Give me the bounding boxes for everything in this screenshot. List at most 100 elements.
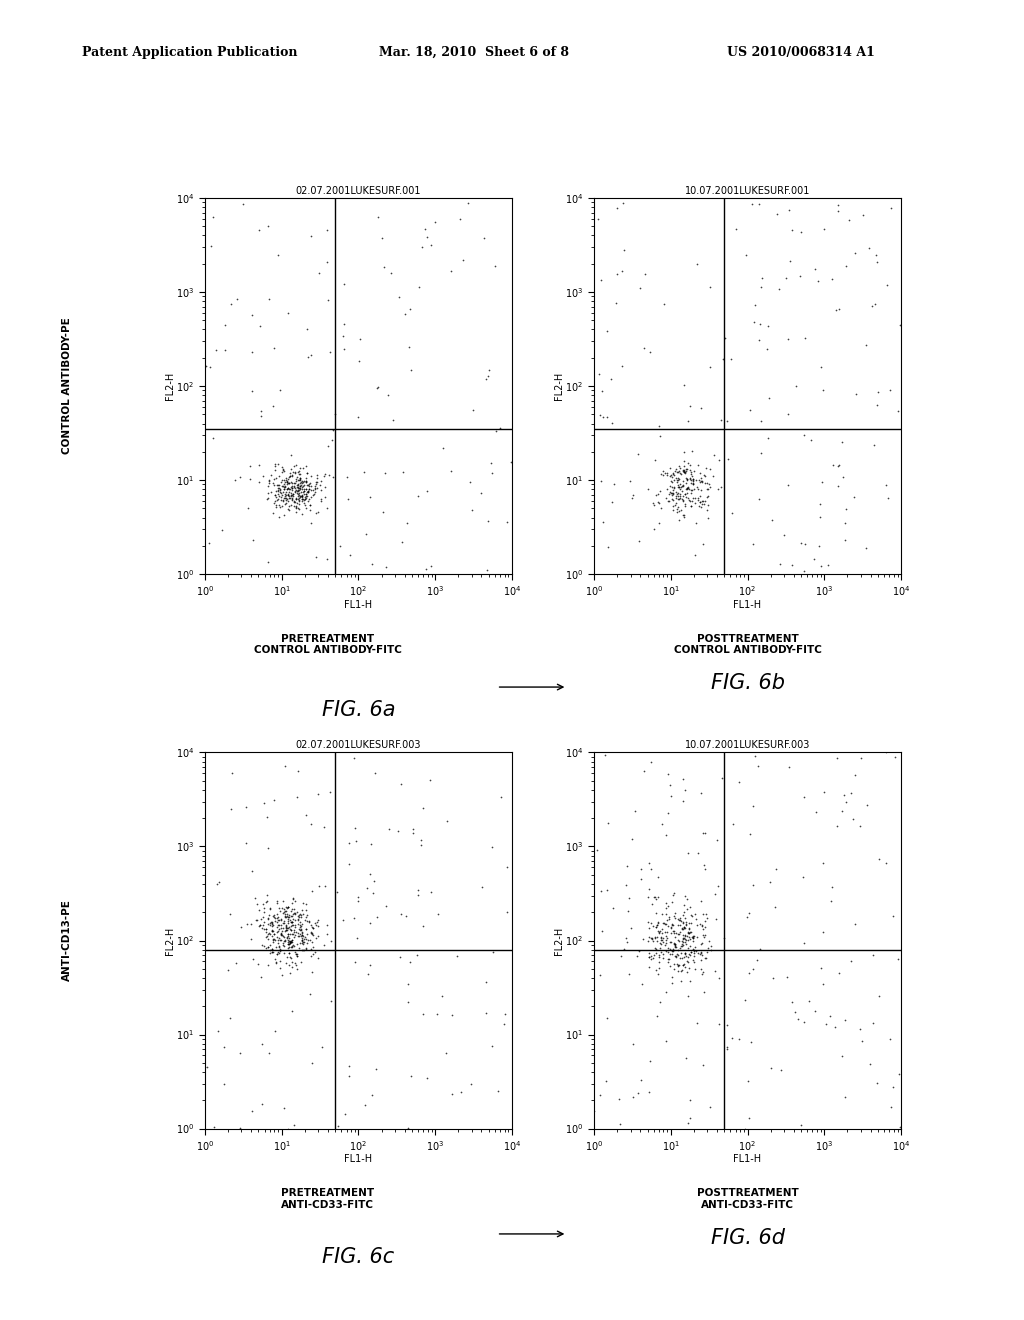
Point	[364, 1084, 380, 1105]
Point	[814, 471, 830, 492]
Point	[410, 944, 426, 965]
Point	[296, 480, 312, 502]
Point	[642, 1051, 658, 1072]
Point	[275, 898, 292, 919]
Point	[680, 929, 696, 950]
Point	[654, 923, 671, 944]
Point	[275, 487, 292, 508]
Point	[287, 953, 303, 974]
Point	[669, 462, 685, 483]
Point	[614, 260, 631, 281]
Point	[594, 921, 610, 942]
Point	[285, 484, 301, 506]
Point	[270, 474, 287, 495]
Point	[676, 507, 692, 528]
Point	[651, 946, 668, 968]
Point	[325, 466, 341, 487]
Point	[205, 428, 221, 449]
Point	[283, 479, 299, 500]
Point	[677, 942, 693, 964]
Point	[281, 473, 297, 494]
Point	[690, 488, 707, 510]
Point	[685, 927, 701, 948]
Point	[252, 315, 268, 337]
Point	[406, 822, 422, 843]
Point	[308, 473, 325, 494]
Point	[653, 498, 670, 519]
Point	[275, 1097, 292, 1118]
Point	[593, 269, 609, 290]
Point	[340, 854, 356, 875]
Point	[667, 461, 683, 482]
Point	[654, 912, 671, 933]
Point	[301, 909, 317, 931]
Point	[685, 925, 701, 946]
Point	[658, 925, 675, 946]
Point	[696, 916, 713, 937]
Point	[678, 473, 694, 494]
Point	[303, 224, 319, 246]
Point	[227, 953, 244, 974]
Point	[280, 896, 296, 917]
Point	[260, 908, 276, 929]
Point	[651, 512, 668, 533]
Point	[255, 902, 271, 923]
Point	[281, 466, 297, 487]
Point	[284, 487, 300, 508]
Point	[271, 939, 288, 960]
Point	[259, 488, 275, 510]
Point	[644, 928, 660, 949]
Y-axis label: FL2-H: FL2-H	[165, 372, 174, 400]
Point	[251, 454, 267, 475]
Point	[691, 491, 708, 512]
Point	[664, 892, 680, 913]
Point	[360, 964, 377, 985]
Point	[272, 923, 289, 944]
Point	[297, 805, 313, 826]
Point	[293, 950, 309, 972]
Point	[892, 1117, 908, 1138]
Point	[723, 348, 739, 370]
Point	[271, 900, 288, 921]
Point	[670, 956, 686, 977]
Point	[640, 931, 656, 952]
Point	[606, 474, 623, 495]
Point	[341, 833, 357, 854]
Point	[272, 908, 289, 929]
Point	[296, 931, 312, 952]
Point	[682, 469, 698, 490]
Point	[686, 936, 702, 957]
Point	[264, 913, 281, 935]
Point	[813, 556, 829, 577]
Point	[292, 478, 308, 499]
Point	[660, 490, 677, 511]
Point	[287, 491, 303, 512]
Point	[694, 490, 711, 511]
Point	[281, 487, 297, 508]
Point	[702, 477, 719, 498]
Point	[695, 982, 712, 1003]
Point	[284, 956, 300, 977]
Point	[290, 913, 306, 935]
Point	[859, 795, 876, 816]
Point	[695, 927, 712, 948]
Point	[452, 209, 468, 230]
Point	[311, 263, 328, 284]
Point	[267, 459, 284, 480]
Point	[298, 467, 314, 488]
Point	[279, 946, 295, 968]
Point	[323, 931, 339, 952]
Point	[843, 950, 859, 972]
Point	[252, 915, 268, 936]
Point	[316, 477, 333, 498]
Point	[662, 944, 678, 965]
Point	[676, 928, 692, 949]
Point	[678, 1047, 694, 1068]
Point	[672, 458, 688, 479]
Point	[665, 479, 681, 500]
Point	[698, 473, 715, 494]
Point	[837, 1010, 853, 1031]
Point	[807, 1001, 823, 1022]
Point	[282, 909, 298, 931]
Point	[682, 970, 698, 991]
